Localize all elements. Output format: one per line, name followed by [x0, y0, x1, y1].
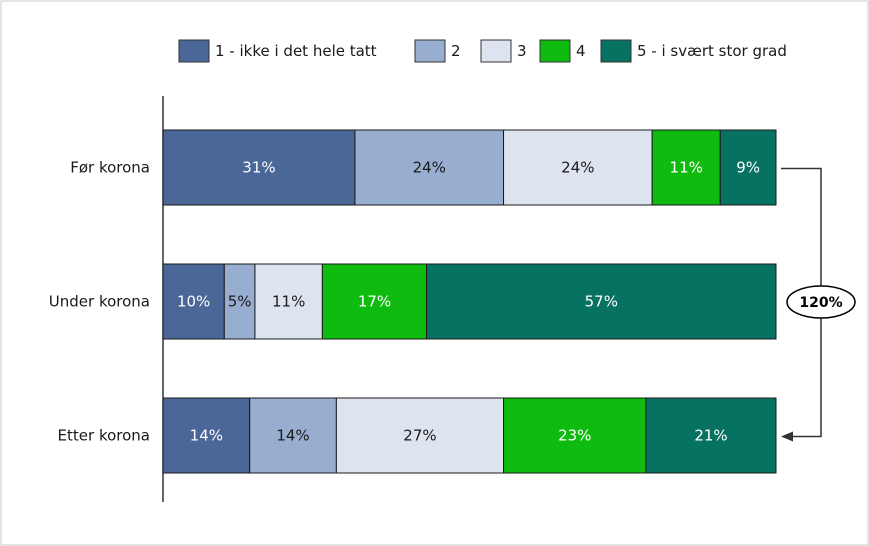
bar-segment-1-2 [354, 129, 505, 206]
legend-swatch-4 [539, 39, 571, 63]
annotation-arrowhead [781, 431, 793, 442]
bar-segment-3-5 [645, 397, 777, 474]
bar-segment-2-5 [426, 263, 777, 340]
legend-label-3: 3 [517, 42, 527, 60]
bar-segment-2-1 [162, 263, 225, 340]
bar-value-label-2-4: 17% [358, 293, 391, 311]
bar-segment-1-5 [719, 129, 777, 206]
bar-value-label-3-3: 27% [403, 427, 436, 445]
bar-value-label-1-4: 11% [670, 159, 703, 177]
legend-swatch-3 [480, 39, 512, 63]
annotation-bubble [786, 285, 856, 319]
bar-value-label-1-3: 24% [561, 159, 594, 177]
bar-value-label-1-5: 9% [736, 159, 760, 177]
bar-segment-3-2 [249, 397, 337, 474]
legend-label-5: 5 - i svært stor grad [637, 42, 787, 60]
category-label-1: Før korona [70, 159, 150, 177]
bar-segment-1-1 [162, 129, 356, 206]
bar-segment-2-2 [223, 263, 256, 340]
legend-label-4: 4 [576, 42, 586, 60]
bar-segment-1-4 [651, 129, 721, 206]
legend-label-1: 1 - ikke i det hele tatt [215, 42, 377, 60]
bar-value-label-2-1: 10% [177, 293, 210, 311]
bar-segment-2-3 [254, 263, 323, 340]
bar-value-label-3-2: 14% [276, 427, 309, 445]
category-label-3: Etter korona [58, 427, 150, 445]
legend-swatch-1 [178, 39, 210, 63]
legend: 1 - ikke i det hele tatt 2 3 4 5 - i svært s… [178, 39, 787, 63]
bar-value-label-1-1: 31% [242, 159, 275, 177]
bar-segment-3-1 [162, 397, 251, 474]
bar-value-label-1-2: 24% [413, 159, 446, 177]
bar-value-label-3-1: 14% [190, 427, 223, 445]
bar-segment-3-3 [335, 397, 505, 474]
category-label-2: Under korona [49, 293, 150, 311]
bar-value-label-2-3: 11% [272, 293, 305, 311]
bar-value-label-2-5: 57% [585, 293, 618, 311]
bar-value-label-2-2: 5% [228, 293, 252, 311]
legend-swatch-2 [414, 39, 446, 63]
bar-value-label-3-5: 21% [694, 427, 727, 445]
legend-label-2: 2 [451, 42, 461, 60]
change-annotation: 120% [781, 167, 856, 442]
bar-segment-1-3 [503, 129, 653, 206]
legend-swatch-5 [600, 39, 632, 63]
bar-value-label-3-4: 23% [558, 427, 591, 445]
annotation-label: 120% [799, 295, 842, 311]
bars: Før korona 31% 24% 24% 11% 9% Under korona 10% 5… [49, 129, 777, 474]
